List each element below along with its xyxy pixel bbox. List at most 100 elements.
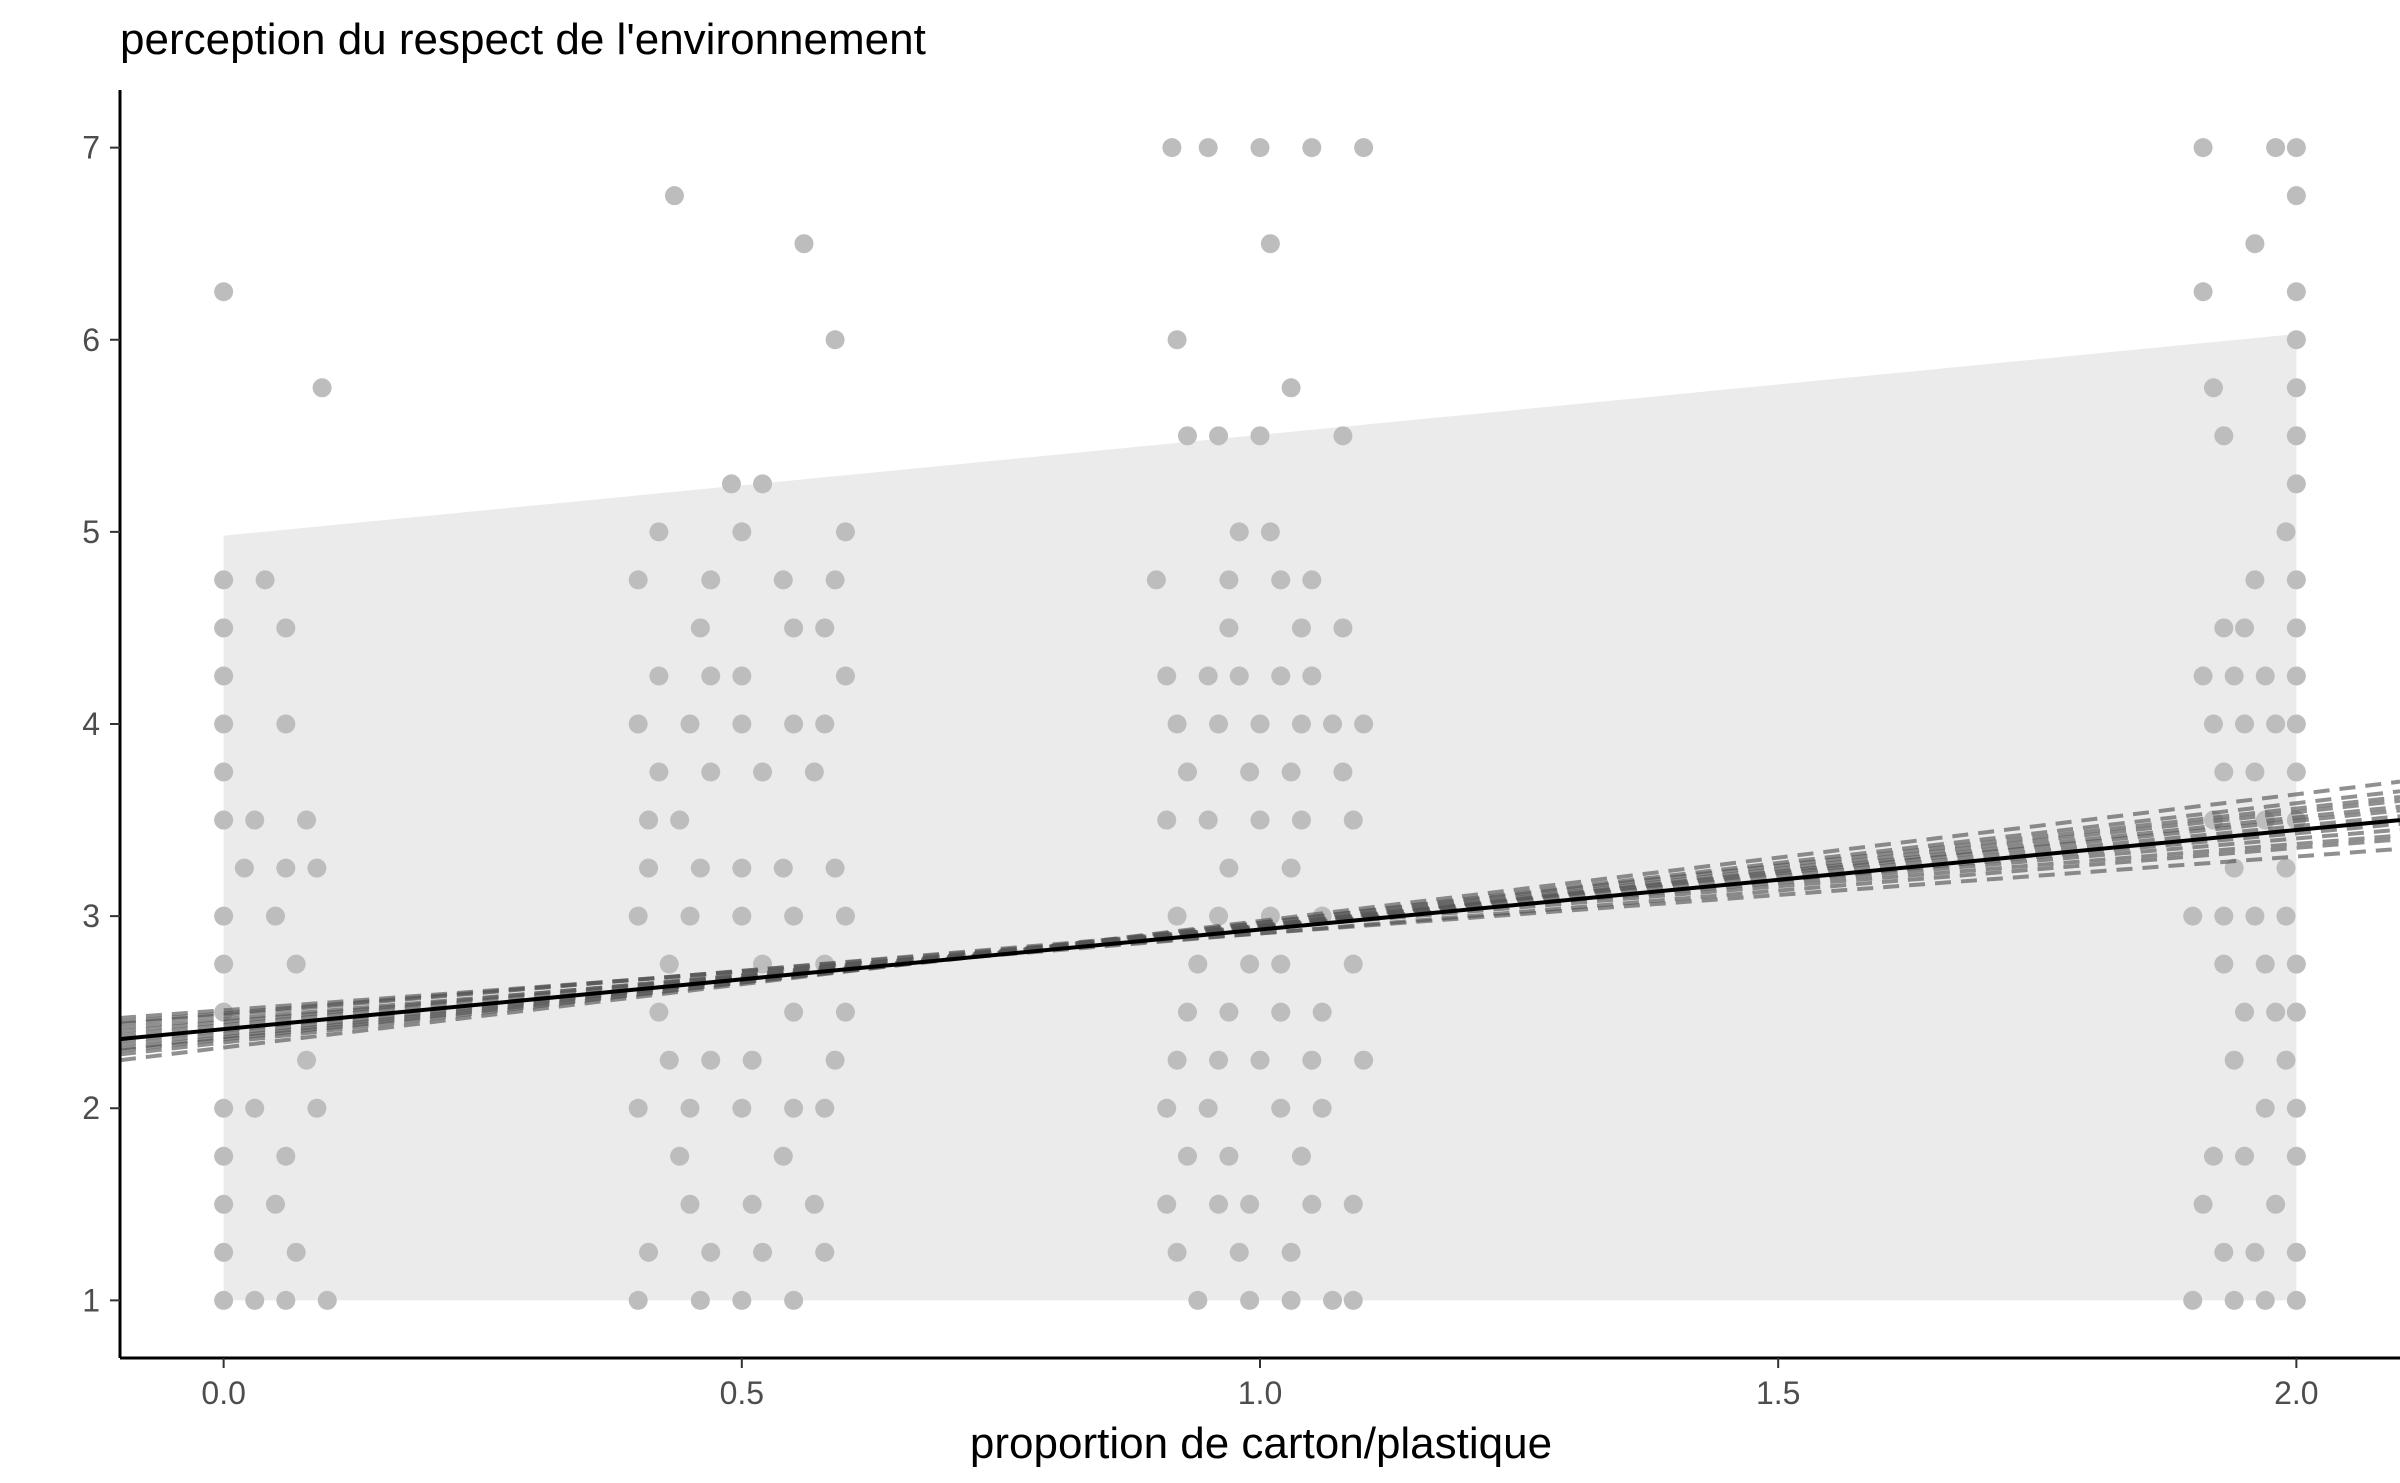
data-point — [286, 1242, 306, 1262]
data-point — [2286, 714, 2306, 734]
data-point — [2286, 570, 2306, 590]
data-point — [1291, 1146, 1311, 1166]
data-point — [1157, 1098, 1177, 1118]
data-point — [2183, 906, 2203, 926]
data-point — [214, 618, 234, 638]
data-point — [773, 570, 793, 590]
data-point — [784, 906, 804, 926]
data-point — [649, 666, 669, 686]
data-point — [1271, 1002, 1291, 1022]
data-point — [2193, 1194, 2213, 1214]
data-point — [732, 666, 752, 686]
data-point — [628, 570, 648, 590]
data-point — [1281, 858, 1301, 878]
y-tick-label: 4 — [82, 706, 100, 742]
data-point — [214, 570, 234, 590]
data-point — [1281, 1242, 1301, 1262]
data-point — [1240, 954, 1260, 974]
data-point — [307, 1098, 327, 1118]
data-point — [1250, 810, 1270, 830]
data-point — [1333, 426, 1353, 446]
data-point — [1291, 714, 1311, 734]
data-point — [701, 666, 721, 686]
data-point — [1312, 1002, 1332, 1022]
data-point — [2193, 666, 2213, 686]
data-point — [2286, 378, 2306, 398]
data-point — [1209, 714, 1229, 734]
data-point — [1343, 1290, 1363, 1310]
data-point — [1291, 618, 1311, 638]
data-point — [276, 1290, 296, 1310]
data-point — [2203, 1146, 2223, 1166]
data-point — [753, 1242, 773, 1262]
data-point — [835, 1002, 855, 1022]
data-point — [835, 906, 855, 926]
data-point — [649, 522, 669, 542]
data-point — [1188, 1290, 1208, 1310]
data-point — [732, 522, 752, 542]
data-point — [1271, 954, 1291, 974]
data-point — [2224, 1290, 2244, 1310]
data-point — [1157, 666, 1177, 686]
data-point — [286, 954, 306, 974]
data-point — [297, 1050, 317, 1070]
data-point — [2276, 522, 2296, 542]
axes-layer: 1 2 3 4 5 6 7 0.0 0.5 1.0 1.5 2.0 — [82, 90, 2400, 1411]
data-point — [265, 1194, 285, 1214]
data-point — [773, 1146, 793, 1166]
data-point — [1209, 1194, 1229, 1214]
data-point — [784, 714, 804, 734]
data-point — [1281, 762, 1301, 782]
data-point — [1271, 666, 1291, 686]
data-point — [2286, 1242, 2306, 1262]
data-point — [784, 1002, 804, 1022]
data-point — [1312, 1098, 1332, 1118]
data-point — [317, 1290, 337, 1310]
data-point — [214, 954, 234, 974]
data-point — [2286, 1002, 2306, 1022]
data-point — [2224, 1050, 2244, 1070]
data-point — [773, 858, 793, 878]
data-point — [1209, 1050, 1229, 1070]
data-point — [1250, 714, 1270, 734]
data-point — [804, 762, 824, 782]
data-point — [732, 858, 752, 878]
data-point — [701, 1050, 721, 1070]
data-point — [2266, 1194, 2286, 1214]
data-point — [1343, 954, 1363, 974]
data-point — [1167, 330, 1187, 350]
points-layer — [214, 138, 2306, 1310]
data-point — [1229, 666, 1249, 686]
data-point — [2235, 1002, 2255, 1022]
data-point — [2286, 186, 2306, 206]
data-point — [1302, 1050, 1322, 1070]
data-point — [2235, 1146, 2255, 1166]
data-point — [2214, 618, 2234, 638]
data-point — [639, 858, 659, 878]
data-point — [659, 954, 679, 974]
data-point — [680, 1194, 700, 1214]
data-point — [2255, 1290, 2275, 1310]
data-point — [2193, 138, 2213, 158]
bootstrap-line — [119, 846, 2400, 1020]
data-point — [664, 186, 684, 206]
data-point — [276, 714, 296, 734]
data-point — [2203, 714, 2223, 734]
data-point — [680, 906, 700, 926]
data-point — [628, 906, 648, 926]
data-point — [214, 1290, 234, 1310]
data-point — [2245, 570, 2265, 590]
data-point — [835, 666, 855, 686]
data-point — [2286, 954, 2306, 974]
data-point — [1333, 762, 1353, 782]
data-point — [1302, 666, 1322, 686]
data-point — [1323, 1290, 1343, 1310]
data-point — [1302, 138, 1322, 158]
data-point — [815, 1098, 835, 1118]
data-point — [2214, 426, 2234, 446]
data-point — [1157, 810, 1177, 830]
data-point — [1281, 1290, 1301, 1310]
data-point — [214, 1194, 234, 1214]
data-point — [2203, 378, 2223, 398]
data-point — [276, 858, 296, 878]
